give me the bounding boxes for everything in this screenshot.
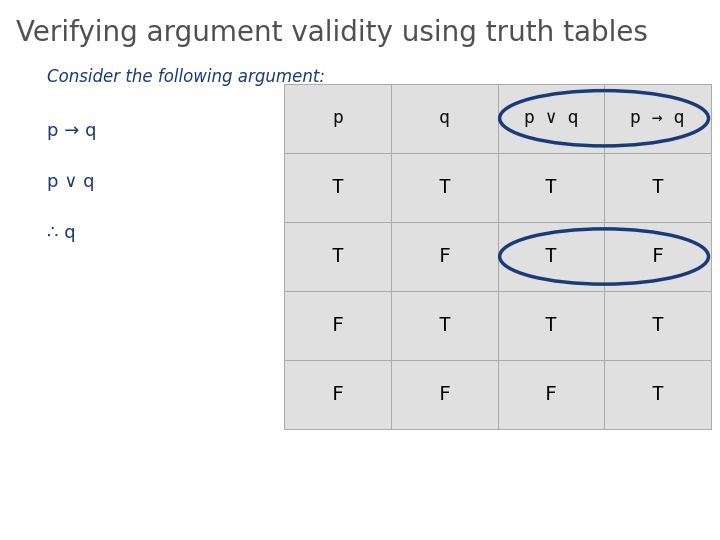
Bar bbox=[391, 291, 498, 360]
Bar bbox=[604, 222, 711, 291]
Text: F: F bbox=[438, 247, 450, 266]
Text: p ∨ q: p ∨ q bbox=[47, 173, 94, 191]
Text: p → q: p → q bbox=[630, 109, 685, 127]
Text: F: F bbox=[545, 385, 557, 404]
Text: T: T bbox=[652, 385, 663, 404]
Bar bbox=[498, 84, 604, 153]
Text: p: p bbox=[332, 109, 343, 127]
Bar bbox=[284, 360, 391, 429]
Bar bbox=[498, 360, 604, 429]
Bar bbox=[604, 153, 711, 222]
Text: ∴ q: ∴ q bbox=[47, 224, 76, 242]
Text: T: T bbox=[545, 316, 557, 335]
Bar bbox=[498, 222, 604, 291]
Bar bbox=[391, 153, 498, 222]
Text: Verifying argument validity using truth tables: Verifying argument validity using truth … bbox=[16, 19, 648, 47]
Bar bbox=[391, 360, 498, 429]
Bar bbox=[284, 222, 391, 291]
Bar bbox=[284, 291, 391, 360]
Text: q: q bbox=[438, 109, 450, 127]
Text: T: T bbox=[438, 316, 450, 335]
Bar bbox=[604, 360, 711, 429]
Text: T: T bbox=[652, 178, 663, 197]
Bar bbox=[284, 153, 391, 222]
Text: T: T bbox=[332, 178, 343, 197]
Text: T: T bbox=[438, 178, 450, 197]
Text: p → q: p → q bbox=[47, 122, 96, 139]
Bar bbox=[604, 291, 711, 360]
Text: T: T bbox=[545, 178, 557, 197]
Bar bbox=[391, 222, 498, 291]
Bar bbox=[498, 291, 604, 360]
Text: Consider the following argument:: Consider the following argument: bbox=[47, 68, 325, 85]
Text: T: T bbox=[332, 247, 343, 266]
Bar bbox=[391, 84, 498, 153]
Bar bbox=[498, 153, 604, 222]
Bar bbox=[284, 84, 391, 153]
Text: p ∨ q: p ∨ q bbox=[523, 109, 578, 127]
Text: T: T bbox=[545, 247, 557, 266]
Text: F: F bbox=[332, 316, 343, 335]
Text: F: F bbox=[652, 247, 663, 266]
Bar bbox=[604, 84, 711, 153]
Text: F: F bbox=[332, 385, 343, 404]
Text: T: T bbox=[652, 316, 663, 335]
Text: F: F bbox=[438, 385, 450, 404]
